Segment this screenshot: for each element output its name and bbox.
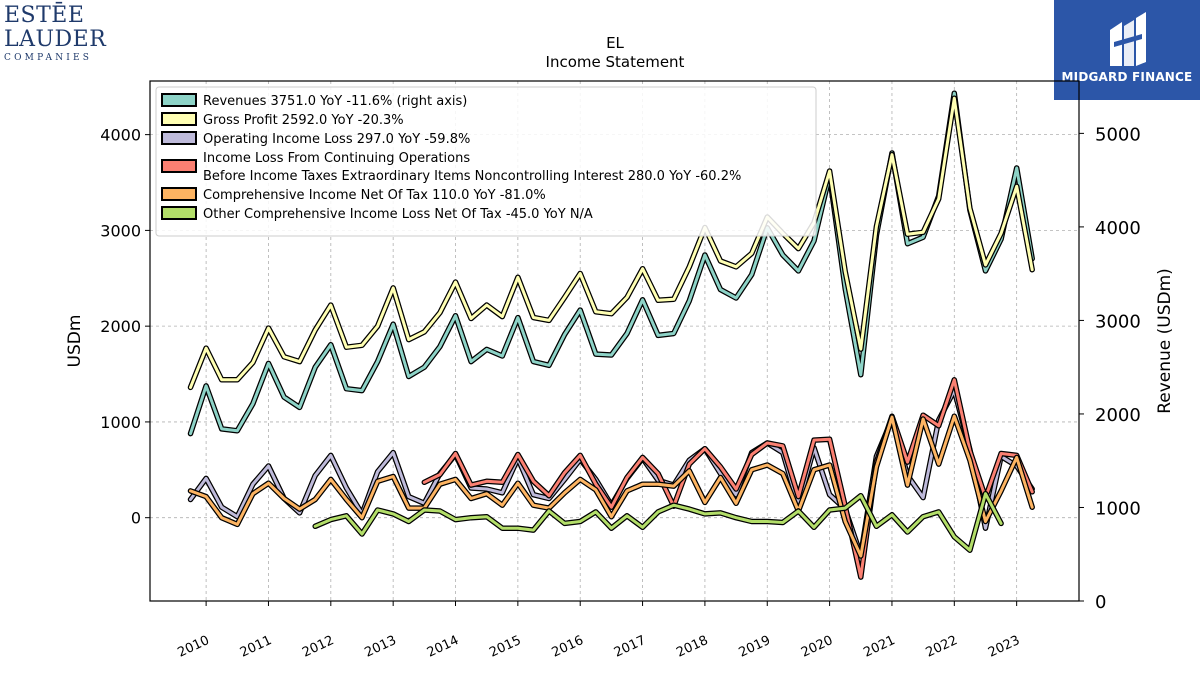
legend-item: Comprehensive Income Net Of Tax 110.0 Yo… bbox=[161, 187, 546, 203]
legend-swatch bbox=[161, 159, 197, 173]
x-tick-label: 2013 bbox=[363, 633, 399, 661]
x-tick-label: 2021 bbox=[861, 633, 897, 661]
x-tick-label: 2014 bbox=[425, 633, 461, 661]
legend-label: Revenues 3751.0 YoY -11.6% (right axis) bbox=[203, 94, 467, 109]
legend-item: Operating Income Loss 297.0 YoY -59.8% bbox=[161, 131, 470, 147]
midgard-mark-icon bbox=[1110, 12, 1146, 66]
y-right-tick-label: 0 bbox=[1095, 592, 1106, 613]
legend: Revenues 3751.0 YoY -11.6% (right axis) G… bbox=[155, 86, 817, 237]
x-tick-label: 2020 bbox=[799, 633, 835, 661]
legend-item: Income Loss From Continuing Operations Be… bbox=[161, 151, 741, 184]
legend-label: Operating Income Loss 297.0 YoY -59.8% bbox=[203, 132, 470, 147]
publisher-name: MIDGARD FINANCE bbox=[1061, 70, 1193, 84]
y-right-tick-label: 5000 bbox=[1095, 124, 1141, 145]
series-5 bbox=[312, 490, 1004, 553]
legend-swatch bbox=[161, 93, 197, 107]
series-line bbox=[189, 96, 1034, 389]
y-tick-label: 2000 bbox=[100, 317, 141, 336]
y-tick-label: 3000 bbox=[100, 221, 141, 240]
legend-label: Other Comprehensive Income Loss Net Of T… bbox=[203, 207, 593, 222]
y-tick-label: 0 bbox=[131, 509, 141, 528]
y-right-tick-label: 1000 bbox=[1095, 498, 1141, 519]
legend-box bbox=[155, 86, 817, 237]
series-line bbox=[313, 492, 1003, 552]
series-line bbox=[189, 414, 1034, 558]
chart-title: EL bbox=[606, 34, 624, 52]
series-1 bbox=[187, 95, 1035, 391]
logo-line-3: COMPANIES bbox=[4, 53, 93, 63]
y-axis-label: USDm bbox=[65, 315, 85, 368]
series-line bbox=[422, 378, 1034, 579]
series-layer bbox=[187, 90, 1035, 580]
x-tick-label: 2018 bbox=[674, 633, 710, 661]
legend-swatch bbox=[161, 112, 197, 126]
y-tick-label: 1000 bbox=[100, 413, 141, 432]
x-tick-label: 2010 bbox=[175, 633, 211, 661]
logo-line-2: LAUDER bbox=[4, 27, 107, 52]
y-tick-label: 4000 bbox=[100, 126, 141, 145]
legend-swatch bbox=[161, 187, 197, 201]
y-right-tick-label: 2000 bbox=[1095, 405, 1141, 426]
chart-subtitle: Income Statement bbox=[546, 53, 685, 71]
legend-item: Revenues 3751.0 YoY -11.6% (right axis) bbox=[161, 93, 467, 109]
legend-item: Other Comprehensive Income Loss Net Of T… bbox=[161, 206, 593, 222]
legend-label: Income Loss From Continuing Operations bbox=[203, 151, 470, 166]
estee-lauder-logo: ESTĒE LAUDER COMPANIES bbox=[4, 4, 110, 64]
legend-label: Comprehensive Income Net Of Tax 110.0 Yo… bbox=[203, 188, 546, 203]
x-tick-label: 2017 bbox=[612, 633, 648, 661]
x-tick-label: 2023 bbox=[986, 633, 1022, 661]
x-tick-label: 2015 bbox=[487, 633, 523, 661]
legend-label: Before Income Taxes Extraordinary Items … bbox=[203, 169, 741, 184]
series-line-outline bbox=[187, 413, 1035, 559]
y-right-tick-label: 4000 bbox=[1095, 218, 1141, 239]
y-right-tick-label: 3000 bbox=[1095, 311, 1141, 332]
plot-frame bbox=[149, 80, 1080, 602]
x-tick-label: 2011 bbox=[238, 633, 274, 661]
x-tick-label: 2022 bbox=[924, 633, 960, 661]
legend-label: Gross Profit 2592.0 YoY -20.3% bbox=[203, 113, 404, 128]
legend-swatch bbox=[161, 131, 197, 145]
series-3 bbox=[421, 377, 1035, 580]
midgard-finance-logo: MIDGARD FINANCE bbox=[1054, 0, 1200, 100]
legend-swatch bbox=[161, 206, 197, 220]
x-tick-label: 2016 bbox=[550, 633, 586, 661]
series-4 bbox=[187, 413, 1035, 559]
x-tick-label: 2019 bbox=[737, 633, 773, 661]
logo-line-1: ESTĒE bbox=[4, 3, 85, 28]
y-axis-right-label: Revenue (USDm) bbox=[1155, 268, 1175, 414]
legend-item: Gross Profit 2592.0 YoY -20.3% bbox=[161, 112, 404, 128]
x-tick-label: 2012 bbox=[300, 633, 336, 661]
